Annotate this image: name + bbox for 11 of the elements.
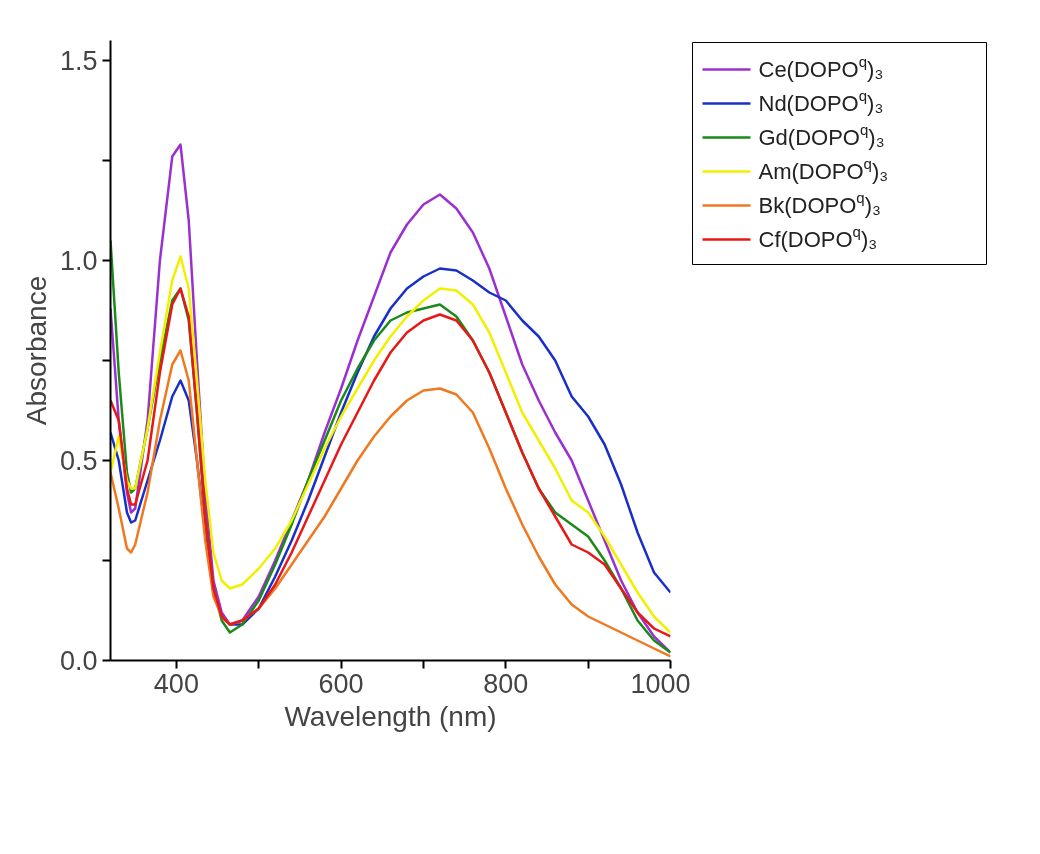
y-axis-title: Absorbance	[20, 275, 52, 426]
x-tick-label: 400	[153, 668, 199, 699]
y-tick-label: 0.0	[59, 646, 98, 676]
y-tick-label: 1.5	[59, 46, 98, 76]
y-tick-label: 0.5	[59, 446, 98, 476]
x-tick-label: 600	[318, 668, 364, 699]
line-series	[110, 349, 671, 658]
x-axis-title: Wavelength (nm)	[284, 700, 497, 732]
y-tick-label: 1.0	[59, 246, 98, 276]
x-tick-label: 1000	[630, 668, 691, 699]
x-tick-label: 800	[483, 668, 529, 699]
